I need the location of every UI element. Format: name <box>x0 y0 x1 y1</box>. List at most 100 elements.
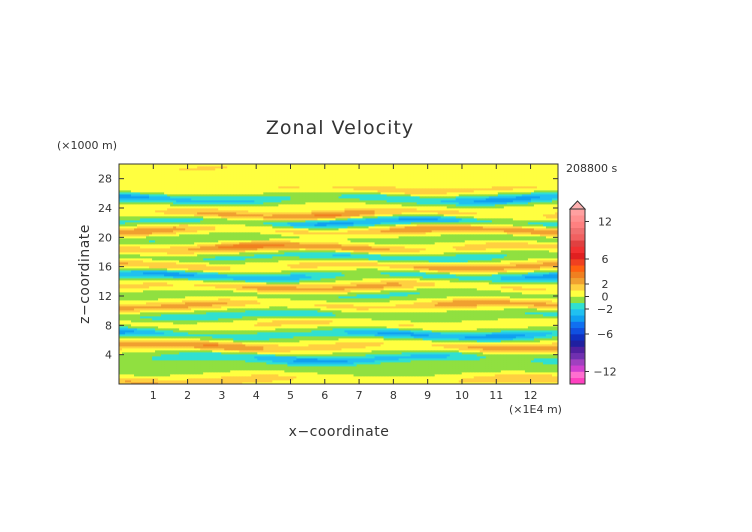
field-cell <box>131 322 135 325</box>
field-cell <box>131 326 135 329</box>
field-cell <box>146 368 150 371</box>
field-cell <box>149 164 153 167</box>
field-cell <box>128 286 132 289</box>
field-cell <box>137 288 141 291</box>
field-cell <box>146 268 150 271</box>
field-cell <box>131 336 135 339</box>
field-cell <box>128 336 132 339</box>
field-cell <box>143 378 147 381</box>
field-cell <box>125 276 129 279</box>
field-cell <box>137 272 141 275</box>
field-cell <box>140 334 144 337</box>
field-cell <box>149 230 153 233</box>
field-cell <box>122 374 126 377</box>
field-cell <box>149 178 153 181</box>
field-cell <box>137 382 141 385</box>
field-cell <box>122 312 126 315</box>
field-cell <box>146 260 150 263</box>
field-cell <box>149 318 153 321</box>
field-cell <box>128 300 132 303</box>
field-cell <box>146 312 150 315</box>
field-cell <box>131 340 135 343</box>
field-cell <box>152 370 156 373</box>
field-cell <box>137 252 141 255</box>
field-cell <box>152 314 156 317</box>
field-cell <box>152 350 156 353</box>
field-cell <box>143 370 147 373</box>
field-cell <box>119 348 123 351</box>
field-cell <box>122 342 126 345</box>
field-cell <box>125 242 129 245</box>
field-cell <box>134 230 138 233</box>
field-cell <box>146 314 150 317</box>
field-cell <box>140 182 144 185</box>
field-cell <box>155 302 159 305</box>
field-cell <box>125 194 129 197</box>
field-cell <box>122 220 126 223</box>
field-cell <box>125 336 129 339</box>
field-cell <box>122 276 126 279</box>
field-cell <box>149 334 153 337</box>
field-cell <box>146 232 150 235</box>
field-cell <box>134 322 138 325</box>
field-cell <box>134 272 138 275</box>
field-cell <box>143 354 147 357</box>
field-cell <box>131 274 135 277</box>
field-cell <box>122 306 126 309</box>
field-cell <box>149 174 153 177</box>
field-cell <box>137 174 141 177</box>
field-cell <box>128 218 132 221</box>
field-cell <box>125 342 129 345</box>
field-cell <box>134 286 138 289</box>
field-cell <box>152 318 156 321</box>
field-cell <box>134 182 138 185</box>
field-cell <box>155 310 159 313</box>
field-cell <box>140 230 144 233</box>
field-cell <box>119 300 123 303</box>
field-cell <box>143 312 147 315</box>
field-cell <box>152 194 156 197</box>
field-cell <box>149 368 153 371</box>
field-cell <box>143 222 147 225</box>
field-cell <box>152 330 156 333</box>
field-cell <box>155 312 159 315</box>
field-cell <box>134 278 138 281</box>
field-cell <box>137 380 141 383</box>
field-cell <box>134 382 138 385</box>
field-cell <box>140 248 144 251</box>
field-cell <box>152 328 156 331</box>
field-cell <box>140 340 144 343</box>
field-cell <box>140 192 144 195</box>
field-cell <box>137 278 141 281</box>
field-cell <box>131 208 135 211</box>
field-cell <box>140 228 144 231</box>
field-cell <box>122 344 126 347</box>
field-cell <box>125 164 129 167</box>
field-cell <box>155 318 159 321</box>
velocity-field <box>119 164 559 385</box>
field-cell <box>149 270 153 273</box>
field-cell <box>131 280 135 283</box>
field-cell <box>128 238 132 241</box>
field-cell <box>152 300 156 303</box>
field-cell <box>131 250 135 253</box>
field-cell <box>143 188 147 191</box>
field-cell <box>155 362 159 365</box>
field-cell <box>128 334 132 337</box>
field-cell <box>125 270 129 273</box>
field-cell <box>125 306 129 309</box>
field-cell <box>143 204 147 207</box>
field-cell <box>143 168 147 171</box>
field-cell <box>128 208 132 211</box>
field-cell <box>149 292 153 295</box>
field-cell <box>119 174 123 177</box>
field-cell <box>119 170 123 173</box>
field-cell <box>119 172 123 175</box>
field-cell <box>125 230 129 233</box>
field-cell <box>125 364 129 367</box>
field-cell <box>152 352 156 355</box>
field-cell <box>149 258 153 261</box>
field-cell <box>137 200 141 203</box>
field-cell <box>146 262 150 265</box>
